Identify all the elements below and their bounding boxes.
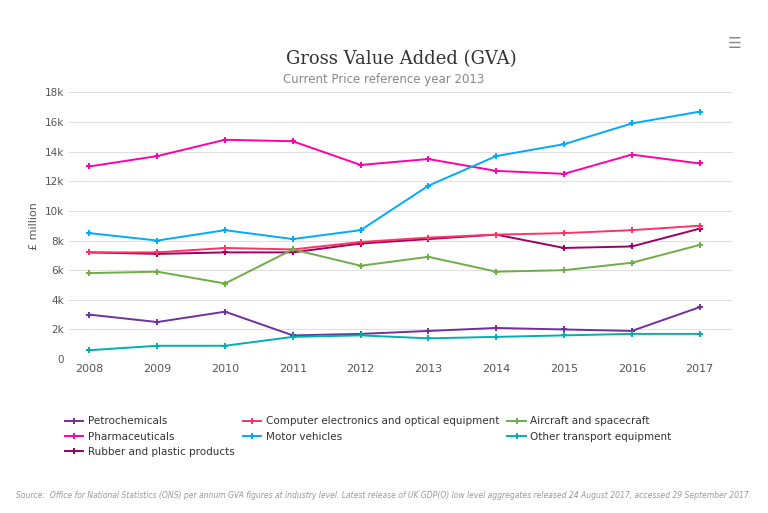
Line: Rubber and plastic products: Rubber and plastic products xyxy=(86,225,703,258)
Rubber and plastic products xyxy=(424,236,433,242)
Motor vehicles xyxy=(220,227,230,233)
Pharmaceuticals xyxy=(288,138,297,144)
Motor vehicles xyxy=(695,109,704,115)
Pharmaceuticals xyxy=(492,168,501,174)
Pharmaceuticals xyxy=(695,161,704,167)
Motor vehicles xyxy=(627,121,637,127)
Rubber and plastic products xyxy=(559,245,568,251)
Line: Other transport equipment: Other transport equipment xyxy=(86,330,703,353)
Aircraft and spacecraft xyxy=(288,246,297,252)
Computer electronics and optical equipment xyxy=(559,230,568,236)
Motor vehicles xyxy=(153,238,162,244)
Petrochemicals xyxy=(84,311,94,318)
Text: Current Price reference year 2013: Current Price reference year 2013 xyxy=(283,73,485,86)
Motor vehicles xyxy=(559,141,568,147)
Aircraft and spacecraft xyxy=(424,254,433,260)
Legend: Petrochemicals, Pharmaceuticals, Rubber and plastic products, Computer electroni: Petrochemicals, Pharmaceuticals, Rubber … xyxy=(61,412,676,461)
Petrochemicals xyxy=(356,331,366,337)
Aircraft and spacecraft xyxy=(220,281,230,287)
Pharmaceuticals xyxy=(424,156,433,162)
Rubber and plastic products xyxy=(288,249,297,255)
Other transport equipment xyxy=(627,331,637,337)
Computer electronics and optical equipment xyxy=(695,223,704,229)
Motor vehicles xyxy=(492,153,501,159)
Other transport equipment xyxy=(424,336,433,342)
Text: Source:  Office for National Statistics (ONS) per annum GVA figures at industry : Source: Office for National Statistics (… xyxy=(16,491,752,500)
Computer electronics and optical equipment xyxy=(288,246,297,252)
Text: ☰: ☰ xyxy=(727,36,741,51)
Pharmaceuticals xyxy=(84,163,94,169)
Pharmaceuticals xyxy=(153,153,162,159)
Line: Petrochemicals: Petrochemicals xyxy=(86,304,703,339)
Title: Gross Value Added (GVA): Gross Value Added (GVA) xyxy=(286,51,517,69)
Rubber and plastic products xyxy=(695,226,704,232)
Rubber and plastic products xyxy=(153,251,162,257)
Aircraft and spacecraft xyxy=(492,269,501,275)
Motor vehicles xyxy=(424,183,433,189)
Other transport equipment xyxy=(695,331,704,337)
Rubber and plastic products xyxy=(84,249,94,255)
Motor vehicles xyxy=(288,236,297,242)
Petrochemicals xyxy=(288,332,297,339)
Pharmaceuticals xyxy=(627,151,637,157)
Rubber and plastic products xyxy=(356,241,366,247)
Other transport equipment xyxy=(84,347,94,353)
Pharmaceuticals xyxy=(559,171,568,177)
Computer electronics and optical equipment xyxy=(424,234,433,241)
Pharmaceuticals xyxy=(356,162,366,168)
Computer electronics and optical equipment xyxy=(492,231,501,238)
Petrochemicals xyxy=(559,326,568,332)
Pharmaceuticals xyxy=(220,136,230,143)
Aircraft and spacecraft xyxy=(559,267,568,273)
Rubber and plastic products xyxy=(492,231,501,238)
Line: Pharmaceuticals: Pharmaceuticals xyxy=(86,136,703,177)
Other transport equipment xyxy=(492,334,501,340)
Aircraft and spacecraft xyxy=(627,260,637,266)
Computer electronics and optical equipment xyxy=(627,227,637,233)
Other transport equipment xyxy=(559,332,568,339)
Computer electronics and optical equipment xyxy=(84,249,94,255)
Motor vehicles xyxy=(84,230,94,236)
Motor vehicles xyxy=(356,227,366,233)
Computer electronics and optical equipment xyxy=(220,245,230,251)
Line: Computer electronics and optical equipment: Computer electronics and optical equipme… xyxy=(86,222,703,256)
Aircraft and spacecraft xyxy=(695,242,704,248)
Line: Motor vehicles: Motor vehicles xyxy=(86,108,703,244)
Petrochemicals xyxy=(220,309,230,315)
Petrochemicals xyxy=(153,319,162,325)
Petrochemicals xyxy=(627,328,637,334)
Aircraft and spacecraft xyxy=(84,270,94,276)
Other transport equipment xyxy=(288,334,297,340)
Petrochemicals xyxy=(695,304,704,310)
Rubber and plastic products xyxy=(220,249,230,255)
Other transport equipment xyxy=(356,332,366,339)
Computer electronics and optical equipment xyxy=(356,239,366,245)
Line: Aircraft and spacecraft: Aircraft and spacecraft xyxy=(86,242,703,287)
Other transport equipment xyxy=(220,343,230,349)
Aircraft and spacecraft xyxy=(153,269,162,275)
Rubber and plastic products xyxy=(627,243,637,249)
Aircraft and spacecraft xyxy=(356,263,366,269)
Other transport equipment xyxy=(153,343,162,349)
Y-axis label: £ million: £ million xyxy=(29,202,39,250)
Computer electronics and optical equipment xyxy=(153,249,162,255)
Petrochemicals xyxy=(492,325,501,331)
Petrochemicals xyxy=(424,328,433,334)
